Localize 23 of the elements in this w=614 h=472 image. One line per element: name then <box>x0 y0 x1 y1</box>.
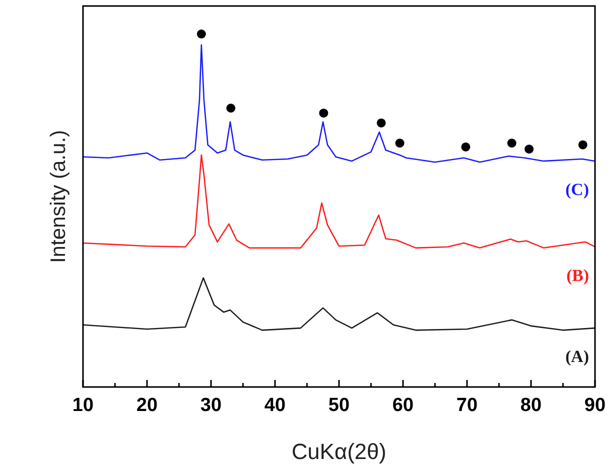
series-label: (B) <box>566 266 589 285</box>
point <box>319 108 328 118</box>
point <box>376 118 386 128</box>
series-label: (C) <box>565 180 589 200</box>
point <box>196 30 206 38</box>
x-tick-label: 30 <box>200 395 222 416</box>
x-tick-label: 90 <box>584 395 606 416</box>
x-tick-label: 80 <box>520 395 542 416</box>
x-tick-label: 10 <box>72 395 94 416</box>
point <box>395 138 404 148</box>
point <box>461 142 470 152</box>
x-axis-title: CuKα(2θ) <box>292 439 386 464</box>
point <box>507 138 516 148</box>
series-label: (A) <box>565 347 589 366</box>
point <box>226 104 236 113</box>
x-tick-label: 70 <box>456 395 478 416</box>
x-tick-label: 50 <box>328 395 350 416</box>
x-tick-label: 40 <box>264 395 286 416</box>
y-axis-title: Intensity (a.u.) <box>47 130 70 264</box>
x-tick-label: 20 <box>136 395 158 416</box>
point <box>578 140 588 150</box>
point <box>524 144 534 154</box>
x-tick-label: 60 <box>392 395 414 416</box>
